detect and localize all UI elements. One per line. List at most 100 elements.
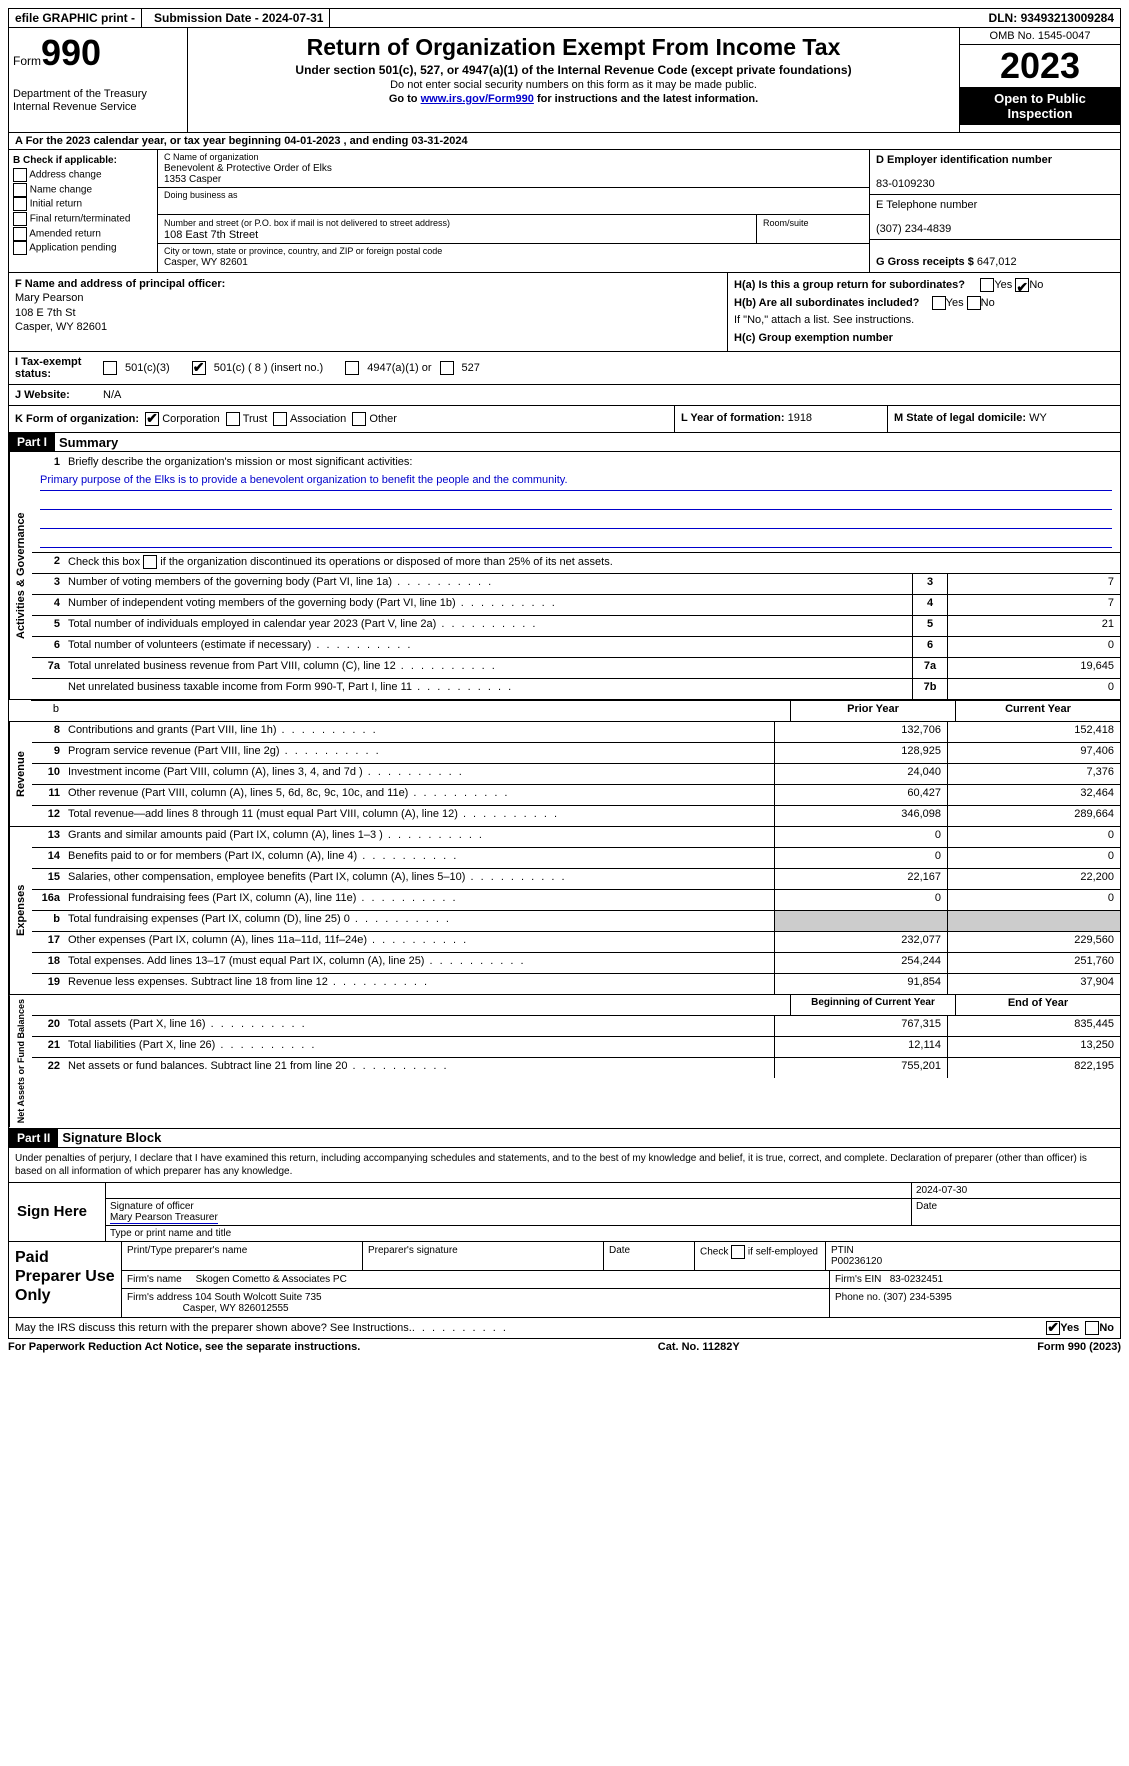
part-2-header: Part II Signature Block [8,1129,1121,1148]
efile-label: efile GRAPHIC print - [9,9,142,27]
501c-checkbox[interactable] [192,361,206,375]
summary-line: 7aTotal unrelated business revenue from … [32,658,1120,679]
501c3-checkbox[interactable] [103,361,117,375]
form-header: Form990 Department of the Treasury Inter… [8,28,1121,133]
name-change-checkbox[interactable] [13,183,27,197]
public-inspection: Open to Public Inspection [960,87,1120,125]
city-state-zip: Casper, WY 82601 [164,257,248,268]
entity-info-grid: B Check if applicable: Address change Na… [8,150,1121,273]
mission-text: Primary purpose of the Elks is to provid… [40,472,1112,491]
initial-return-checkbox[interactable] [13,197,27,211]
ein-column: D Employer identification number83-01092… [869,150,1120,272]
summary-line: 21Total liabilities (Part X, line 26)12,… [32,1037,1120,1058]
tax-year-range: A For the 2023 calendar year, or tax yea… [8,133,1121,150]
summary-line: 12Total revenue—add lines 8 through 11 (… [32,806,1120,826]
paid-preparer-block: Paid Preparer Use Only Print/Type prepar… [8,1242,1121,1318]
summary-line: 15Salaries, other compensation, employee… [32,869,1120,890]
status-website-rows: I Tax-exempt status: 501(c)(3) 501(c) ( … [8,352,1121,406]
org-form-row: K Form of organization: Corporation Trus… [8,406,1121,433]
firm-phone: (307) 234-5395 [883,1292,951,1303]
ha-no-checkbox[interactable] [1015,278,1029,292]
summary-line: 11Other revenue (Part VIII, column (A), … [32,785,1120,806]
year-formation: 1918 [788,412,812,424]
summary-line: 6Total number of volunteers (estimate if… [32,637,1120,658]
org-name-2: 1353 Casper [164,174,221,185]
officer-group-row: F Name and address of principal officer:… [8,273,1121,352]
governance-section: Activities & Governance 1Briefly describ… [8,452,1121,700]
form-title: Return of Organization Exempt From Incom… [196,34,951,61]
revenue-section: Revenue 8Contributions and grants (Part … [8,722,1121,827]
summary-line: Net unrelated business taxable income fr… [32,679,1120,699]
principal-officer: F Name and address of principal officer:… [9,273,727,351]
summary-line: bTotal fundraising expenses (Part IX, co… [32,911,1120,932]
527-checkbox[interactable] [440,361,454,375]
trust-checkbox[interactable] [226,412,240,426]
sign-date: 2024-07-30 [912,1183,1120,1198]
final-return-checkbox[interactable] [13,212,27,226]
declaration-text: Under penalties of perjury, I declare th… [8,1148,1121,1183]
expenses-section: Expenses 13Grants and similar amounts pa… [8,827,1121,995]
gross-receipts: 647,012 [977,256,1017,268]
summary-line: 16aProfessional fundraising fees (Part I… [32,890,1120,911]
hb-no-checkbox[interactable] [967,296,981,310]
firm-address-2: Casper, WY 826012555 [183,1303,289,1314]
hb-yes-checkbox[interactable] [932,296,946,310]
corporation-checkbox[interactable] [145,412,159,426]
summary-line: 4Number of independent voting members of… [32,595,1120,616]
amended-return-checkbox[interactable] [13,227,27,241]
net-vertical-label: Net Assets or Fund Balances [9,995,32,1127]
expenses-vertical-label: Expenses [9,827,32,994]
summary-line: 20Total assets (Part X, line 16)767,3158… [32,1016,1120,1037]
application-pending-checkbox[interactable] [13,241,27,255]
ptin: P00236120 [831,1256,882,1267]
governance-vertical-label: Activities & Governance [9,452,32,699]
firm-ein: 83-0232451 [890,1274,943,1285]
ha-yes-checkbox[interactable] [980,278,994,292]
discuss-no-checkbox[interactable] [1085,1321,1099,1335]
tax-year: 2023 [960,45,1120,87]
website-value: N/A [103,389,121,401]
year-box: OMB No. 1545-0047 2023 Open to Public In… [960,28,1120,132]
discuss-preparer-row: May the IRS discuss this return with the… [8,1318,1121,1339]
instructions-link[interactable]: www.irs.gov/Form990 [421,93,534,105]
discuss-yes-checkbox[interactable] [1046,1321,1060,1335]
firm-name: Skogen Cometto & Associates PC [196,1274,347,1285]
net-columns-header: Net Assets or Fund Balances Beginning of… [8,995,1121,1128]
check-applicable-box: B Check if applicable: Address change Na… [9,150,158,272]
footer-line: For Paperwork Reduction Act Notice, see … [8,1339,1121,1355]
org-name-1: Benevolent & Protective Order of Elks [164,163,332,174]
summary-line: 5Total number of individuals employed in… [32,616,1120,637]
domicile-state: WY [1029,412,1047,424]
telephone: (307) 234-4839 [876,223,951,235]
address-change-checkbox[interactable] [13,168,27,182]
association-checkbox[interactable] [273,412,287,426]
year-columns-header: b Prior Year Current Year [8,700,1121,722]
summary-line: 14Benefits paid to or for members (Part … [32,848,1120,869]
part-1-header: Part I Summary [8,433,1121,452]
self-employed-checkbox[interactable] [731,1245,745,1259]
discontinued-checkbox[interactable] [143,555,157,569]
submission-date: Submission Date - 2024-07-31 [148,9,330,27]
dln: DLN: 93493213009284 [983,9,1120,27]
officer-name: Mary Pearson Treasurer [110,1212,218,1224]
ein: 83-0109230 [876,178,935,190]
summary-line: 19Revenue less expenses. Subtract line 1… [32,974,1120,994]
omb-number: OMB No. 1545-0047 [960,28,1120,45]
summary-line: 13Grants and similar amounts paid (Part … [32,827,1120,848]
org-info-column: C Name of organization Benevolent & Prot… [158,150,869,272]
summary-line: 22Net assets or fund balances. Subtract … [32,1058,1120,1078]
summary-line: 3Number of voting members of the governi… [32,574,1120,595]
summary-line: 18Total expenses. Add lines 13–17 (must … [32,953,1120,974]
department-label: Department of the Treasury Internal Reve… [13,88,183,128]
firm-address-1: 104 South Wolcott Suite 735 [195,1292,322,1303]
revenue-vertical-label: Revenue [9,722,32,826]
other-checkbox[interactable] [352,412,366,426]
instructions-note: Go to www.irs.gov/Form990 for instructio… [196,93,951,105]
summary-line: 17Other expenses (Part IX, column (A), l… [32,932,1120,953]
top-bar: efile GRAPHIC print - Submission Date - … [8,8,1121,28]
summary-line: 9Program service revenue (Part VIII, lin… [32,743,1120,764]
sign-here-block: Sign Here 2024-07-30 Signature of office… [8,1183,1121,1242]
summary-line: 8Contributions and grants (Part VIII, li… [32,722,1120,743]
4947-checkbox[interactable] [345,361,359,375]
ssn-note: Do not enter social security numbers on … [196,79,951,91]
